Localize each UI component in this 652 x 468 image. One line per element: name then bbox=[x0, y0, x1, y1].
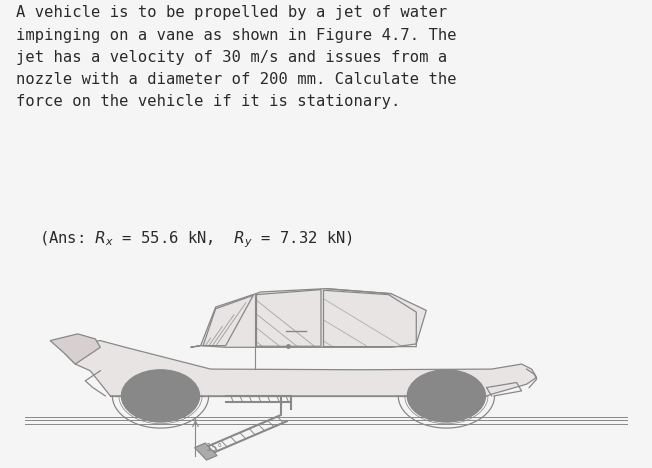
Circle shape bbox=[128, 374, 192, 417]
Text: 15°: 15° bbox=[205, 443, 222, 453]
Polygon shape bbox=[190, 289, 426, 347]
Circle shape bbox=[414, 374, 479, 417]
Polygon shape bbox=[50, 334, 100, 364]
Polygon shape bbox=[65, 341, 537, 396]
Circle shape bbox=[121, 370, 200, 422]
Text: (Ans: $\it{R_x}$ = 55.6 kN,  $\it{R_y}$ = 7.32 kN): (Ans: $\it{R_x}$ = 55.6 kN, $\it{R_y}$ =… bbox=[39, 229, 353, 250]
Polygon shape bbox=[194, 443, 217, 460]
Circle shape bbox=[408, 370, 486, 422]
Text: A vehicle is to be propelled by a jet of water
impinging on a vane as shown in F: A vehicle is to be propelled by a jet of… bbox=[16, 6, 457, 109]
